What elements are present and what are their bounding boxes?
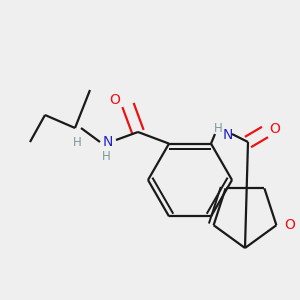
- Text: H: H: [73, 136, 81, 148]
- Text: N: N: [223, 128, 233, 142]
- Text: O: O: [270, 122, 280, 136]
- Text: H: H: [214, 122, 222, 136]
- Text: O: O: [284, 218, 295, 232]
- Text: H: H: [102, 149, 110, 163]
- Text: N: N: [103, 135, 113, 149]
- Text: O: O: [110, 93, 120, 107]
